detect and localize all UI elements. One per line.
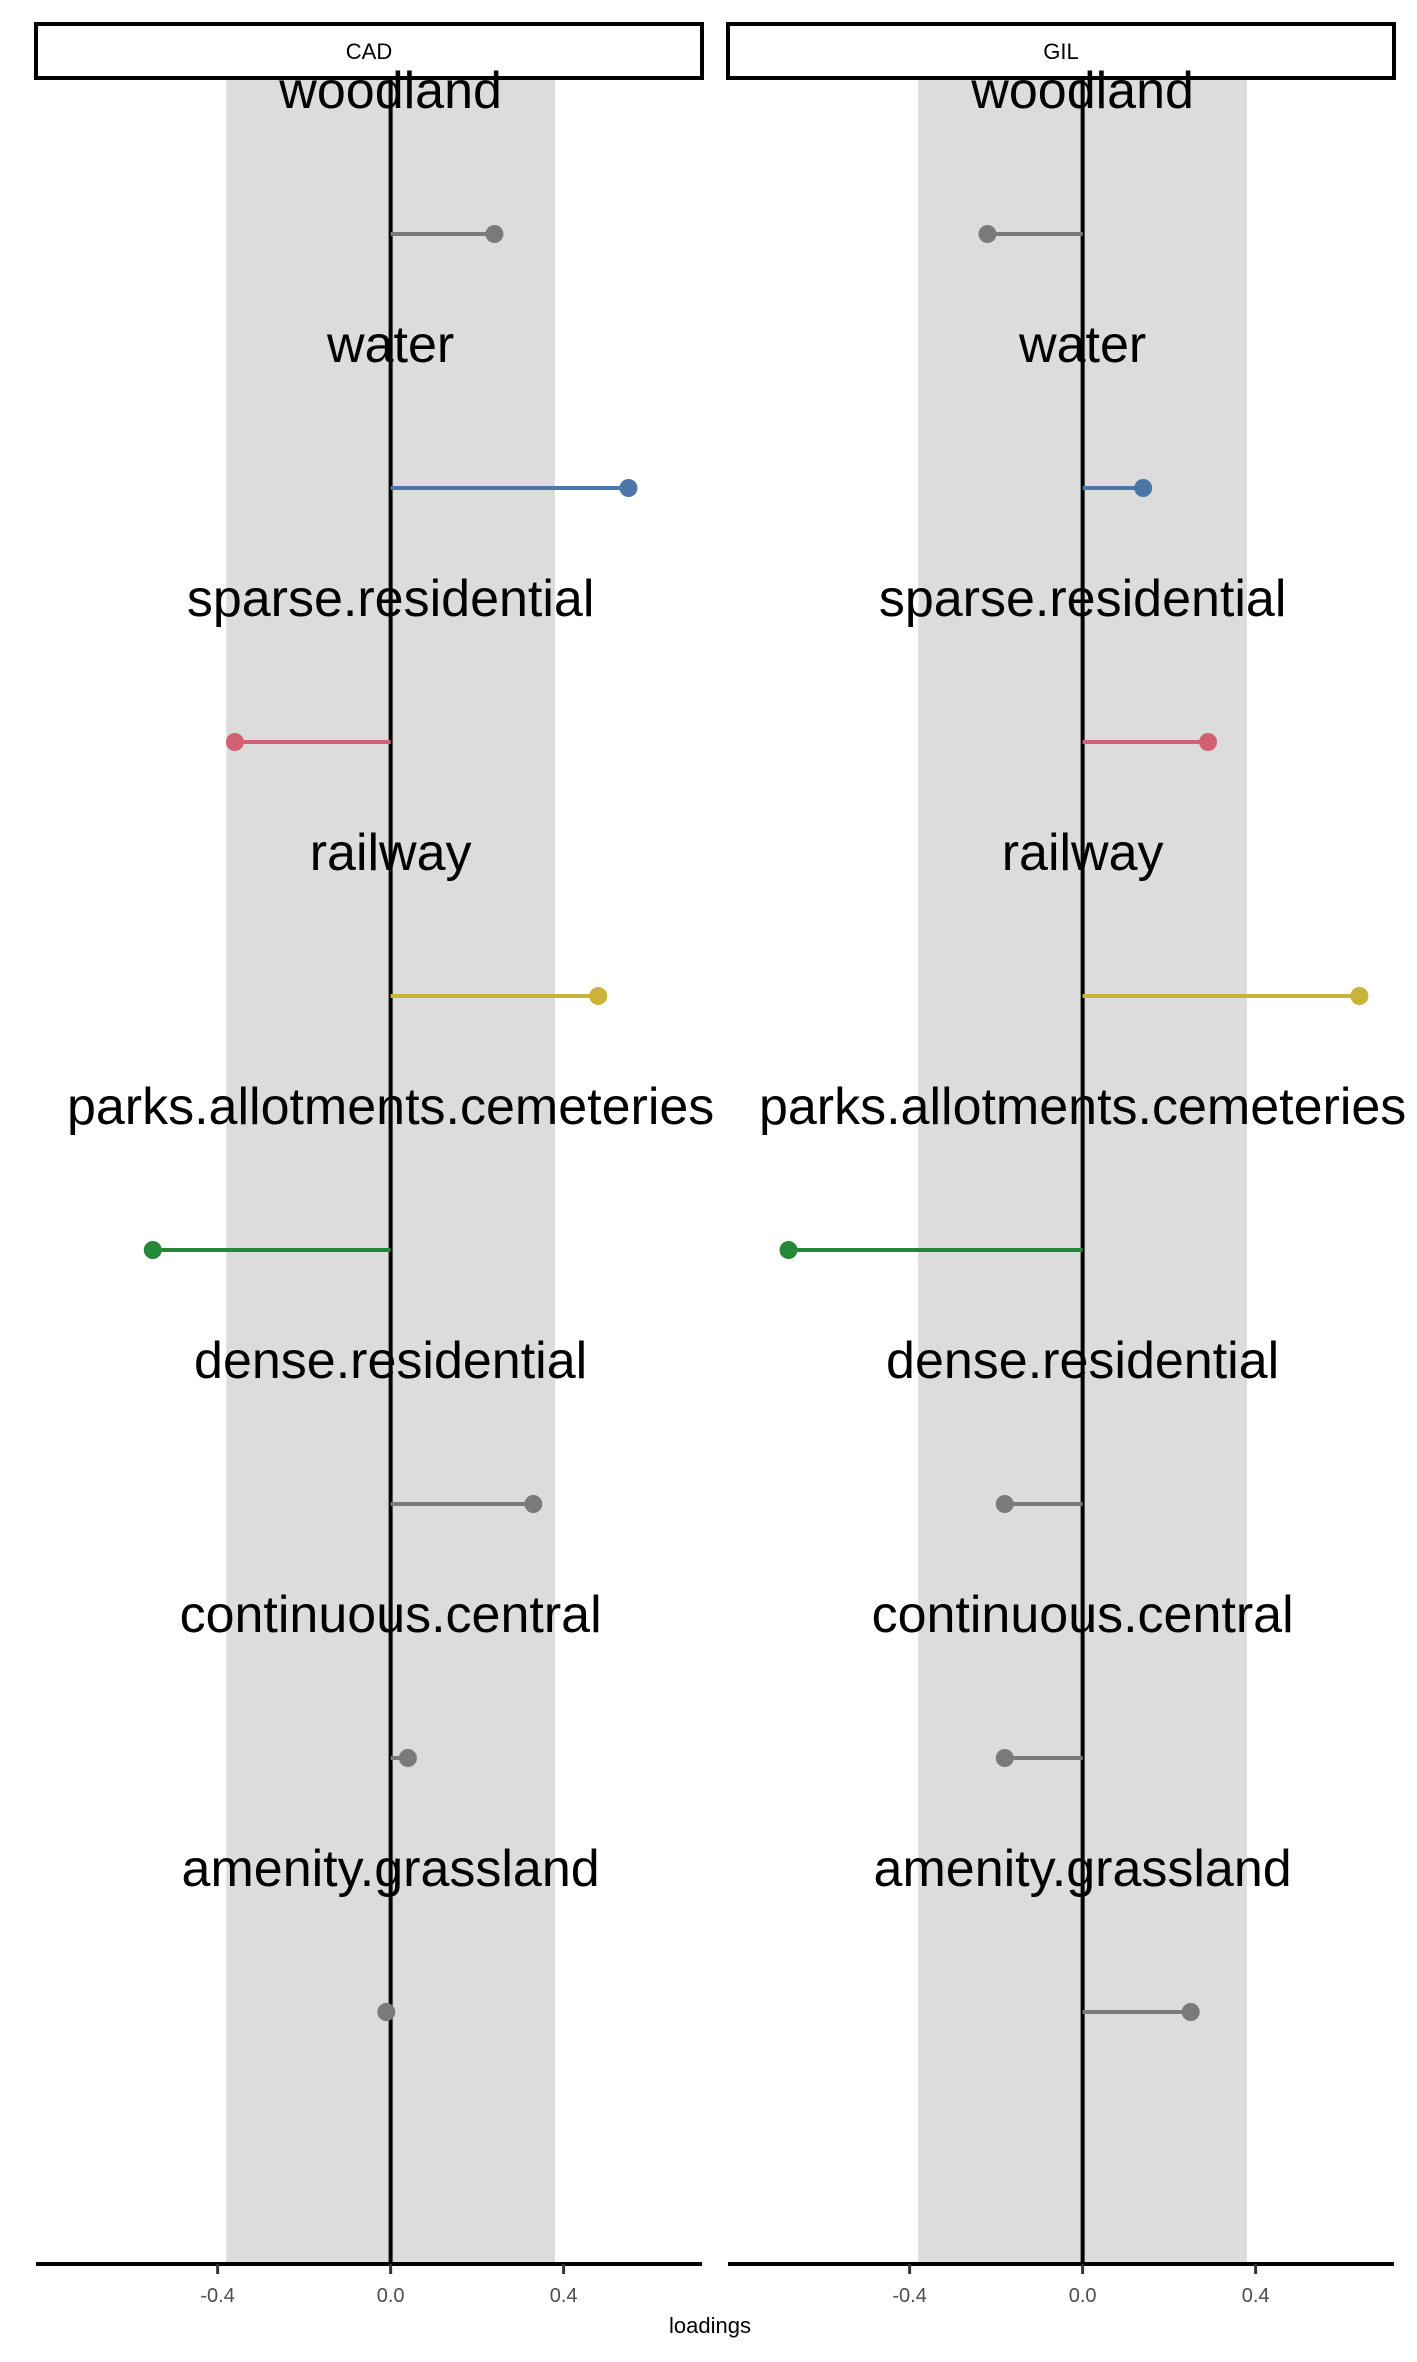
- lollipop-point: [485, 225, 504, 243]
- category-label: parks.allotments.cemeteries: [759, 1078, 1406, 1136]
- category-label: dense.residential: [886, 1332, 1279, 1390]
- lollipop-point: [1199, 733, 1218, 751]
- x-tick-label: -0.4: [200, 2285, 234, 2307]
- lollipop-point: [978, 225, 997, 243]
- category-label: dense.residential: [194, 1332, 587, 1390]
- category-label: railway: [1002, 824, 1164, 882]
- lollipop-point: [1350, 987, 1369, 1005]
- category-label: continuous.central: [180, 1586, 602, 1644]
- x-tick-label: -0.4: [892, 2285, 926, 2307]
- x-tick-label: 0.0: [377, 2285, 405, 2307]
- facet-strip: [726, 22, 1396, 80]
- x-tick-label: 0.0: [1069, 2285, 1097, 2307]
- x-tick-label: 0.4: [1242, 2285, 1270, 2307]
- category-label: woodland: [970, 62, 1194, 120]
- lollipop-point: [995, 1495, 1014, 1513]
- x-tick-label: 0.4: [550, 2285, 578, 2307]
- lollipop-point: [225, 733, 244, 751]
- lollipop-point: [779, 1241, 798, 1259]
- lollipop-point: [143, 1241, 162, 1259]
- category-label: railway: [310, 824, 472, 882]
- facet-strip-label: GIL: [1043, 39, 1078, 64]
- lollipop-point: [1134, 479, 1153, 497]
- category-label: water: [326, 316, 454, 374]
- category-label: woodland: [278, 62, 502, 120]
- lollipop-point: [1181, 2003, 1200, 2021]
- lollipop-point: [619, 479, 638, 497]
- lollipop-point: [524, 1495, 543, 1513]
- facet-strip-label: CAD: [346, 39, 392, 64]
- category-label: sparse.residential: [187, 570, 595, 628]
- lollipop-point: [377, 2003, 396, 2021]
- lollipop-point: [398, 1749, 417, 1767]
- facet-strip: [34, 22, 704, 80]
- lollipop-point: [995, 1749, 1014, 1767]
- category-label: amenity.grassland: [874, 1840, 1292, 1898]
- category-label: continuous.central: [872, 1586, 1294, 1644]
- category-label: sparse.residential: [879, 570, 1287, 628]
- x-axis-title: loadings: [669, 2313, 751, 2338]
- category-label: amenity.grassland: [182, 1840, 600, 1898]
- category-label: water: [1018, 316, 1146, 374]
- category-label: parks.allotments.cemeteries: [67, 1078, 714, 1136]
- lollipop-point: [589, 987, 608, 1005]
